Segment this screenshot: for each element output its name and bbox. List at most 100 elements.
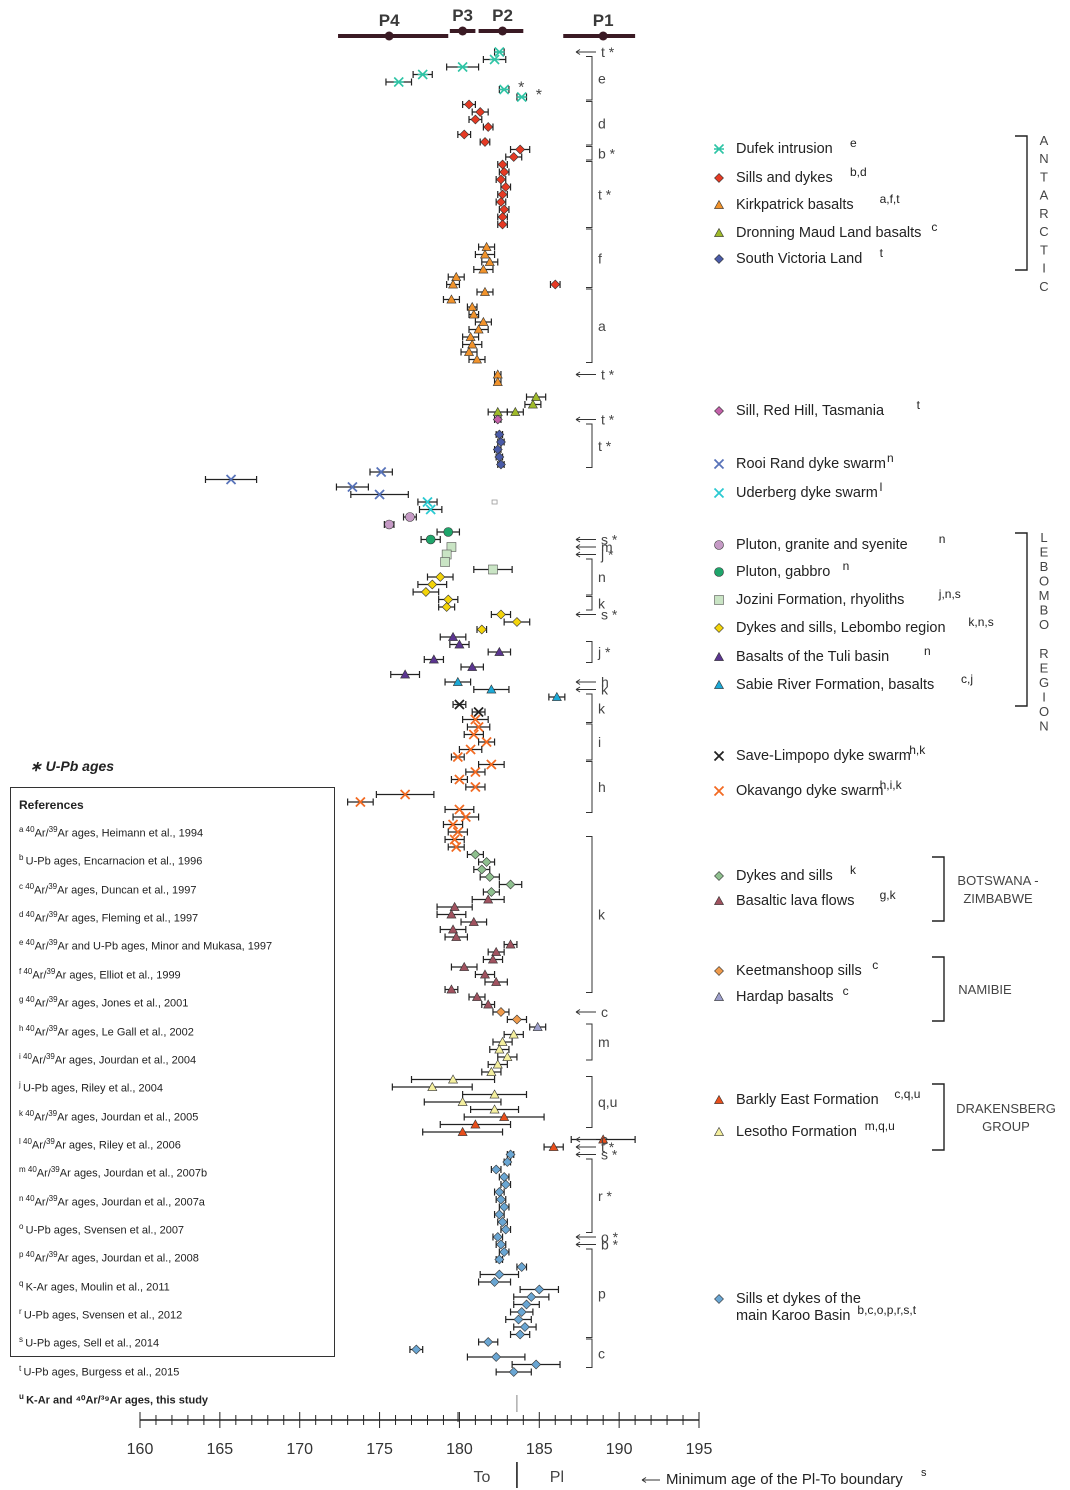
data-point-shape [470,781,481,793]
data-point-shape [467,301,478,311]
reference-label: t * [598,187,612,203]
legend-label: Keetmanshoop sills [736,963,862,979]
data-point [446,294,457,304]
data-point [499,1247,510,1257]
data-point-shape [515,1329,526,1340]
upb-note-text: U-Pb ages [45,758,115,774]
data-point [486,759,497,770]
reference-label: s * [601,1147,618,1163]
reference-bracket [586,761,593,813]
data-point-shape [497,219,508,230]
data-point [468,729,479,740]
reference-label: p [598,1285,606,1301]
reference-bracket [586,56,593,101]
data-point-shape [467,339,478,349]
reference-label: i [598,734,601,750]
data-point [479,969,490,979]
data-point [449,834,460,845]
data-point-shape [400,669,411,679]
data-point-shape [457,61,468,73]
data-point [411,1344,422,1355]
data-point [551,691,562,701]
legend-marker-shape [713,651,725,661]
data-point-shape [486,1066,497,1076]
reference-label: m [601,539,613,555]
data-point [467,301,478,311]
region-bracket [1015,532,1028,707]
reference-label: b * [598,145,616,161]
data-point [481,736,492,748]
data-point [376,466,387,478]
data-point [492,414,503,425]
data-point [548,1141,559,1151]
data-point-shape [425,504,436,515]
data-point [405,512,415,522]
legend-marker [713,458,725,470]
legend-marker-shape [714,567,724,577]
data-point [446,909,457,919]
data-point [494,1209,505,1220]
data-point [481,241,492,251]
reference-label: j * [597,644,611,660]
data-point-shape [510,406,521,416]
region-letter: M [1039,588,1050,603]
reference-key: r [19,1307,24,1317]
isotope-sup: 40 [25,910,35,920]
data-point-shape [374,489,385,500]
data-point [471,991,483,1001]
data-point-shape [473,706,484,718]
small-box-marker [491,499,498,505]
legend-label: Pluton, granite and syenite [736,537,908,553]
region-letter: E [1040,661,1049,676]
legend-sup: n [939,532,946,546]
data-point [499,167,510,177]
region-bracket [1015,135,1028,271]
reference-bracket [586,161,593,228]
x-tick-label: 180 [446,1441,473,1458]
data-point [515,1329,526,1340]
data-point-shape [479,249,490,259]
data-point-shape [492,414,503,425]
data-point [512,617,522,627]
reference-text: Ar ages, Jourdan et al., 2007a [57,1196,205,1209]
reference-arrow [575,686,596,693]
data-point-shape [470,849,481,860]
data-point-shape [491,976,502,986]
data-point [464,346,475,356]
data-point-shape [494,646,505,656]
data-point-shape [492,376,503,386]
data-point [443,527,454,537]
region-letter: I [1042,690,1046,705]
data-point [499,84,510,95]
data-point [465,331,476,341]
data-point [515,144,526,155]
legend-marker [713,991,725,1001]
reference-bracket [586,1076,593,1128]
data-point [496,609,506,620]
pulse-center-p4 [384,31,394,41]
isotope-sup: 40 [25,881,35,891]
legend-marker [713,750,725,762]
data-point [449,901,460,911]
data-point-shape [454,774,465,785]
legend-label: Sabie River Formation, basalts [736,677,934,693]
data-point-shape [393,76,404,88]
legend-label: Dykes and sills, Lebombo region [736,620,946,636]
legend-marker-shape [714,966,724,976]
data-point-shape [500,1224,511,1235]
data-point [516,1307,527,1317]
data-point [483,122,494,132]
data-point [516,1262,527,1272]
data-point [508,1029,519,1039]
reference-bracket [586,1158,593,1233]
upb-note: ∗ U-Pb ages [30,758,114,775]
data-point [497,219,508,230]
data-point [225,474,237,485]
data-point [446,984,457,994]
region-letter: C [1039,279,1048,294]
data-point [481,857,492,867]
pulse-center-p1 [598,31,608,41]
reference-item: g 40Ar/39Ar ages, Jones et al., 2001 [19,988,328,1016]
data-point [496,1194,506,1205]
legend-label: Dronning Maud Land basalts [736,225,921,241]
